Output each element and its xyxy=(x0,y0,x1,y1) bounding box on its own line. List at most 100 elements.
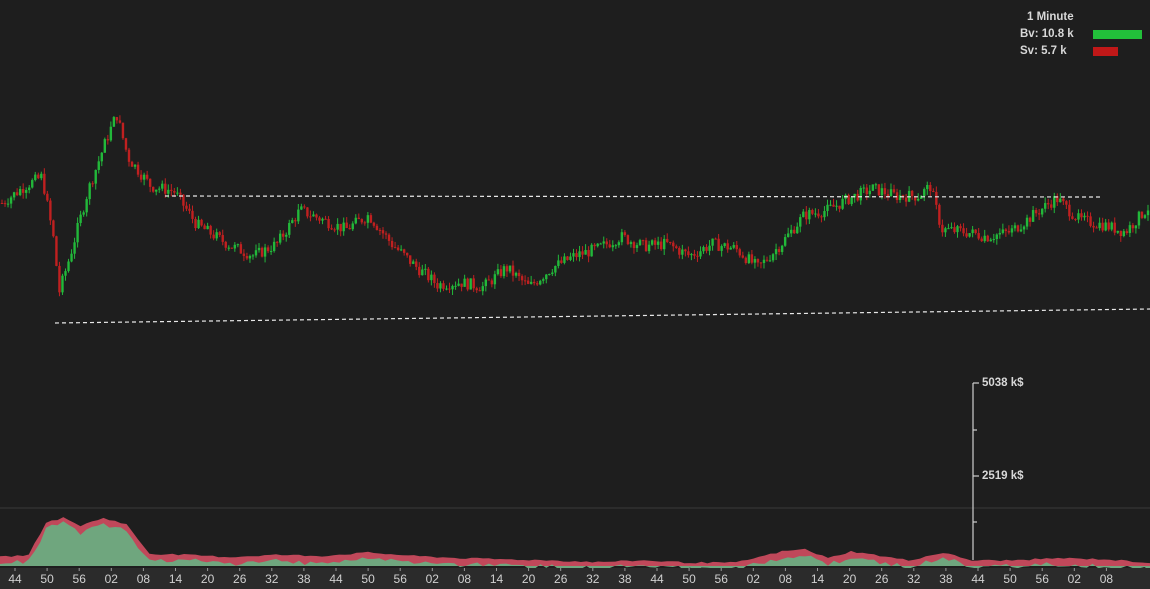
buy-volume-swatch xyxy=(1093,30,1142,39)
sell-volume-swatch xyxy=(1093,47,1118,56)
candle-body xyxy=(923,189,926,197)
candle-body xyxy=(1140,211,1144,218)
time-axis-bar[interactable] xyxy=(0,568,1150,589)
candle-body xyxy=(669,241,672,243)
candle-body xyxy=(469,278,472,290)
candle-body xyxy=(741,255,745,258)
candle-body xyxy=(1077,213,1080,220)
time-axis-label: 20 xyxy=(522,572,536,586)
candle-body xyxy=(508,265,512,272)
candle-body xyxy=(605,241,608,245)
candle-body xyxy=(874,184,878,186)
candle-body xyxy=(321,218,324,221)
candle-body xyxy=(962,228,965,234)
candle-body xyxy=(505,266,509,272)
candle-body xyxy=(73,242,76,254)
candle-body xyxy=(454,285,457,287)
candle-body xyxy=(97,161,100,170)
candle-body xyxy=(212,234,215,239)
candle-body xyxy=(463,278,466,287)
candle-body xyxy=(696,255,699,257)
candle-body xyxy=(989,239,992,242)
sell-volume-area xyxy=(0,517,1150,566)
candle-body xyxy=(366,215,370,223)
candle-body xyxy=(164,183,167,194)
resistance-line xyxy=(164,195,1103,198)
candle-body xyxy=(297,209,300,222)
candle-body xyxy=(877,184,881,196)
candle-body xyxy=(1022,226,1026,230)
candle-body xyxy=(838,205,841,209)
candle-body xyxy=(916,198,920,201)
time-axis-label: 50 xyxy=(361,572,375,586)
candle-body xyxy=(490,280,494,285)
candle-body xyxy=(1059,198,1062,203)
candle-body xyxy=(294,220,297,222)
candle-body xyxy=(956,226,959,233)
candle-body xyxy=(502,266,506,277)
candle-body xyxy=(868,190,872,195)
candle-body xyxy=(1125,231,1129,234)
candle-body xyxy=(472,278,475,289)
candle-body xyxy=(409,255,412,264)
candle-body xyxy=(127,149,131,162)
candle-body xyxy=(520,276,524,281)
candle-body xyxy=(224,241,227,248)
candle-body xyxy=(575,253,578,258)
candle-body xyxy=(363,222,367,224)
candle-body xyxy=(635,245,639,249)
candle-body xyxy=(717,238,720,251)
candle-body xyxy=(28,187,31,191)
candle-body xyxy=(460,283,463,287)
candle-body xyxy=(557,260,560,266)
candle-body xyxy=(342,222,345,232)
candle-body xyxy=(70,253,73,262)
candle-body xyxy=(735,245,738,250)
candle-body xyxy=(596,243,599,247)
candle-body xyxy=(300,206,303,210)
candle-body xyxy=(959,226,962,229)
candle-body xyxy=(52,220,55,237)
volume-axis xyxy=(972,382,979,560)
candle-body xyxy=(37,174,40,179)
time-axis-label: 50 xyxy=(40,572,54,586)
candle-body xyxy=(941,224,944,233)
candle-body xyxy=(986,235,989,242)
candle-body xyxy=(684,249,687,252)
candle-body xyxy=(109,126,113,141)
candle-body xyxy=(1134,225,1138,229)
time-axis-label: 56 xyxy=(394,572,408,586)
legend-interval: 1 Minute xyxy=(1027,11,1074,23)
candle-body xyxy=(170,189,173,191)
candle-body xyxy=(932,191,935,193)
candle-body xyxy=(1031,210,1035,222)
candle-body xyxy=(1074,218,1077,220)
candle-body xyxy=(46,193,49,201)
candle-body xyxy=(179,192,182,195)
candle-body xyxy=(1143,215,1147,218)
time-axis-label: 38 xyxy=(297,572,311,586)
candle-body xyxy=(0,203,4,204)
candle-body xyxy=(115,117,119,121)
candle-body xyxy=(312,214,315,217)
candle-body xyxy=(880,188,884,196)
candle-body xyxy=(124,138,128,150)
candle-body xyxy=(611,245,614,248)
candle-body xyxy=(780,245,784,252)
candlestick-series xyxy=(0,115,1150,297)
candle-body xyxy=(747,254,751,263)
candle-body xyxy=(690,254,693,256)
candle-body xyxy=(1047,203,1050,205)
candle-body xyxy=(774,249,778,255)
candle-body xyxy=(614,245,618,247)
candle-body xyxy=(720,246,723,251)
candle-body xyxy=(526,280,530,284)
candle-body xyxy=(493,274,497,285)
candle-body xyxy=(641,240,645,242)
legend-sell-volume: Sv: 5.7 k xyxy=(1020,45,1067,57)
candle-body xyxy=(221,235,224,242)
volume-axis-max-label: 5038 k$ xyxy=(982,377,1024,389)
time-axis-label: 38 xyxy=(618,572,632,586)
